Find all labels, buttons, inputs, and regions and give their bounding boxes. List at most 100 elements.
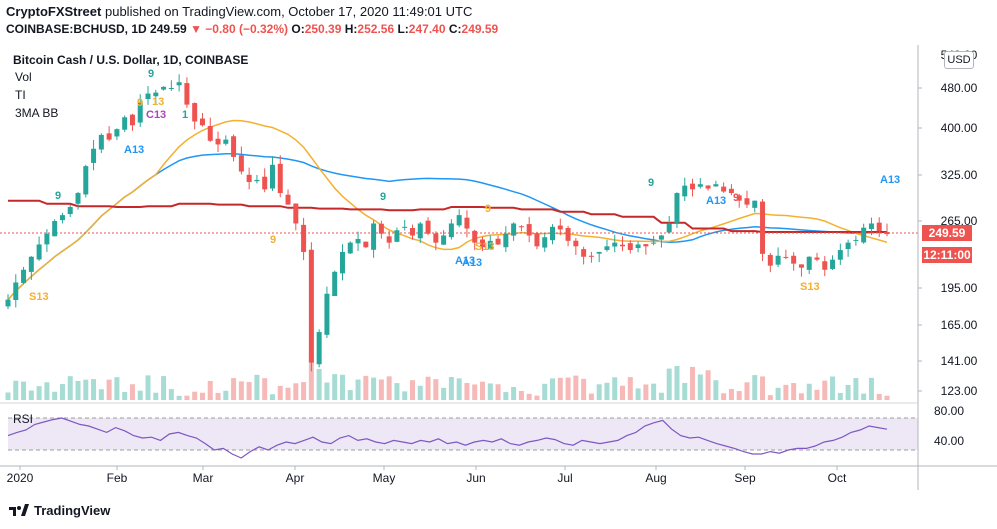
- price-tick-label: 141.00: [941, 354, 978, 368]
- candle-body: [651, 242, 657, 244]
- tradingview-logo[interactable]: TradingView: [8, 503, 110, 520]
- volume-bar: [674, 365, 680, 400]
- candle-body: [231, 136, 237, 157]
- volume-bar: [13, 380, 19, 400]
- td-marker-label: A13: [462, 257, 482, 269]
- candle-body: [339, 251, 345, 274]
- symbol-label: COINBASE:BCHUSD, 1D: [6, 22, 147, 36]
- candle-body: [588, 255, 594, 257]
- candle-body: [868, 223, 874, 230]
- time-tick-label: Mar: [193, 471, 214, 485]
- indicator-ti[interactable]: TI: [15, 88, 26, 102]
- candle-body: [402, 226, 408, 228]
- volume-bar: [332, 374, 338, 400]
- volume-bar: [192, 391, 198, 400]
- candle-body: [67, 206, 73, 215]
- volume-bar: [480, 381, 486, 400]
- volume-bar: [814, 389, 820, 400]
- close-value: 249.59: [461, 22, 499, 36]
- candle-body: [308, 249, 314, 363]
- candle-body: [627, 243, 633, 251]
- volume-bar: [52, 391, 58, 400]
- volume-bar: [91, 379, 97, 400]
- candle-body: [83, 166, 89, 195]
- candle-body: [98, 134, 104, 150]
- volume-bar: [721, 393, 727, 400]
- volume-bar: [347, 390, 353, 400]
- volume-bar: [28, 390, 34, 400]
- volume-bar: [246, 382, 252, 400]
- price-tick-label: 325.00: [941, 168, 978, 182]
- candle-body: [853, 239, 859, 241]
- td-marker-label: A13: [880, 174, 900, 186]
- candle-body: [269, 164, 275, 189]
- candle-body: [557, 225, 563, 230]
- publisher-name[interactable]: CryptoFXStreet: [6, 4, 102, 19]
- volume-bar: [472, 384, 478, 400]
- price-tick-label: 480.00: [941, 81, 978, 95]
- candle-body: [542, 237, 548, 248]
- candle-body: [316, 332, 322, 365]
- time-tick-label: Jul: [557, 471, 572, 485]
- candle-body: [106, 133, 112, 140]
- candle-body: [690, 183, 696, 190]
- volume-bar: [868, 377, 874, 400]
- candle-body: [697, 184, 703, 187]
- low-label: L:: [397, 22, 409, 36]
- candle-body: [145, 93, 151, 100]
- time-tick-label: Sep: [734, 471, 756, 485]
- low-value: 247.40: [408, 22, 446, 36]
- volume-bar: [223, 390, 229, 400]
- candle-body: [775, 255, 781, 265]
- rsi-label[interactable]: RSI: [13, 412, 34, 426]
- currency-button[interactable]: USD: [944, 51, 974, 69]
- volume-bar: [425, 376, 431, 400]
- chart-axes: 480.00 400.00 325.00 265.00 195.00 165.00 141.…: [0, 45, 997, 490]
- candle-body: [215, 138, 221, 145]
- time-tick-label: Feb: [107, 471, 128, 485]
- volume-bar: [456, 378, 462, 400]
- candle-body: [705, 185, 711, 189]
- volume-bar: [207, 380, 213, 400]
- td-marker-label: A13: [124, 144, 144, 156]
- td-marker-label: A13: [706, 195, 726, 207]
- tradingview-logo-text: TradingView: [34, 503, 111, 518]
- volume-bar: [269, 394, 275, 400]
- candle-body: [262, 176, 268, 190]
- volume-bar: [122, 392, 128, 400]
- time-tick-label: Jun: [466, 471, 485, 485]
- indicator-vol[interactable]: Vol: [15, 70, 32, 84]
- rsi-line: [7, 417, 888, 459]
- bar-countdown-label: 12:11:00: [922, 247, 972, 263]
- time-tick-label: May: [373, 471, 396, 485]
- volume-bar: [728, 388, 734, 400]
- time-tick-label: Aug: [645, 471, 666, 485]
- candle-body: [13, 282, 19, 301]
- volume-bar: [503, 392, 509, 400]
- volume-bar: [67, 376, 73, 400]
- volume-bar: [402, 391, 408, 400]
- volume-bar: [651, 383, 657, 400]
- candle-body: [433, 233, 439, 243]
- volume-bar: [876, 393, 882, 400]
- rsi-band: [8, 418, 918, 450]
- candle-body: [503, 233, 509, 248]
- indicator-3ma-bb[interactable]: 3MA BB: [15, 106, 59, 120]
- td-marker-label: S13: [29, 291, 49, 303]
- candle-body: [21, 269, 27, 283]
- volume-bar: [5, 392, 11, 400]
- price-tick-label: 195.00: [941, 281, 978, 295]
- candle-body: [52, 221, 58, 237]
- volume-bar: [837, 392, 843, 400]
- candle-body: [534, 233, 540, 247]
- time-tick-label: 2020: [7, 471, 34, 485]
- last-price: 249.59: [150, 22, 187, 36]
- symbol-ohlc-bar: COINBASE:BCHUSD, 1D 249.59 ▼ −0.80 (−0.3…: [6, 22, 498, 36]
- volume-bar: [355, 379, 361, 400]
- candle-body: [798, 264, 804, 268]
- open-value: 250.39: [304, 22, 342, 36]
- volume-bar: [301, 382, 307, 400]
- candle-body: [301, 224, 307, 252]
- volume-bar: [394, 383, 400, 400]
